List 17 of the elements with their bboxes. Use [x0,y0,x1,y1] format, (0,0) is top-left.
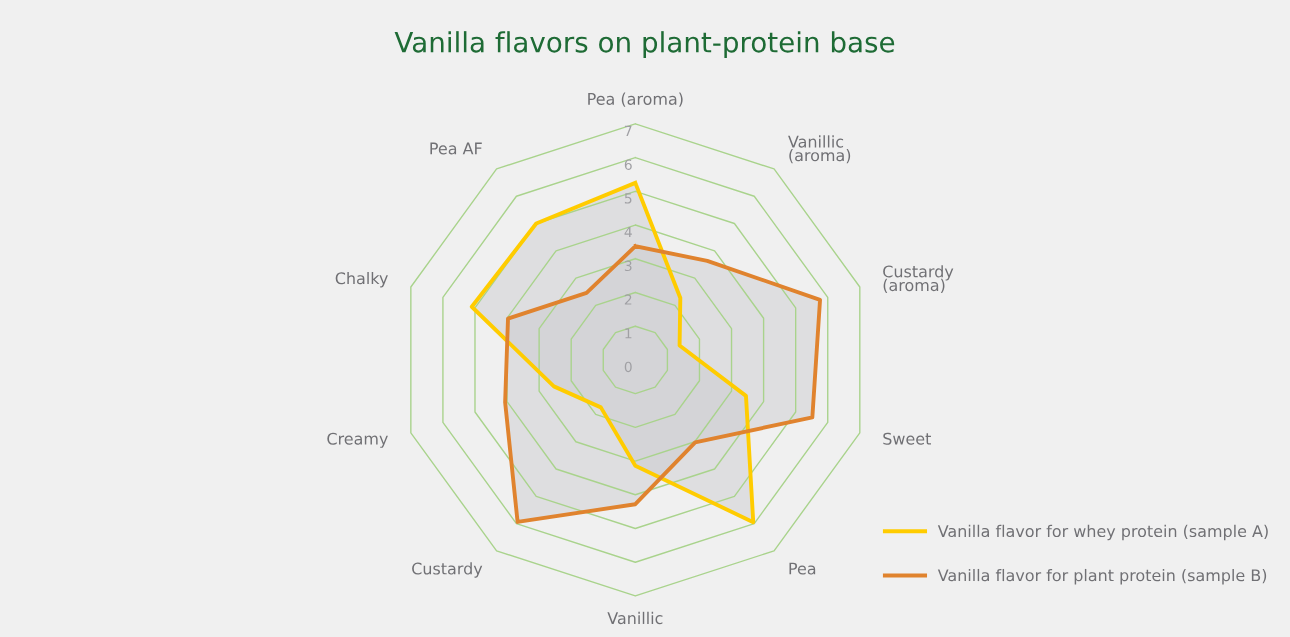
spoke-label: Chalky [335,271,388,288]
spoke-label: Pea AF [430,142,482,155]
spoke-label: Pea [789,562,816,575]
chart-title: Vanilla flavors on plant-protein base [394,31,895,59]
y-tick-label: 7 [624,125,632,136]
spoke-label: Vanillic [607,611,663,625]
spoke-label: Custardy [412,562,483,578]
y-tick-label: 5 [624,193,632,204]
spoke-label: Custardy (aroma) [883,265,954,294]
spoke-label: Vanillic (aroma) [788,135,851,164]
legend-label: Vanilla flavor for plant protein (sample B) [937,568,1267,585]
spoke-label: Sweet [883,432,931,445]
y-tick-label: 4 [624,227,632,238]
y-tick-label: 6 [624,159,632,170]
spoke-label: Pea (aroma) [588,92,683,107]
spoke-label: Creamy [327,432,388,448]
legend-label: Vanilla flavor for whey protein (sample A) [937,524,1268,541]
